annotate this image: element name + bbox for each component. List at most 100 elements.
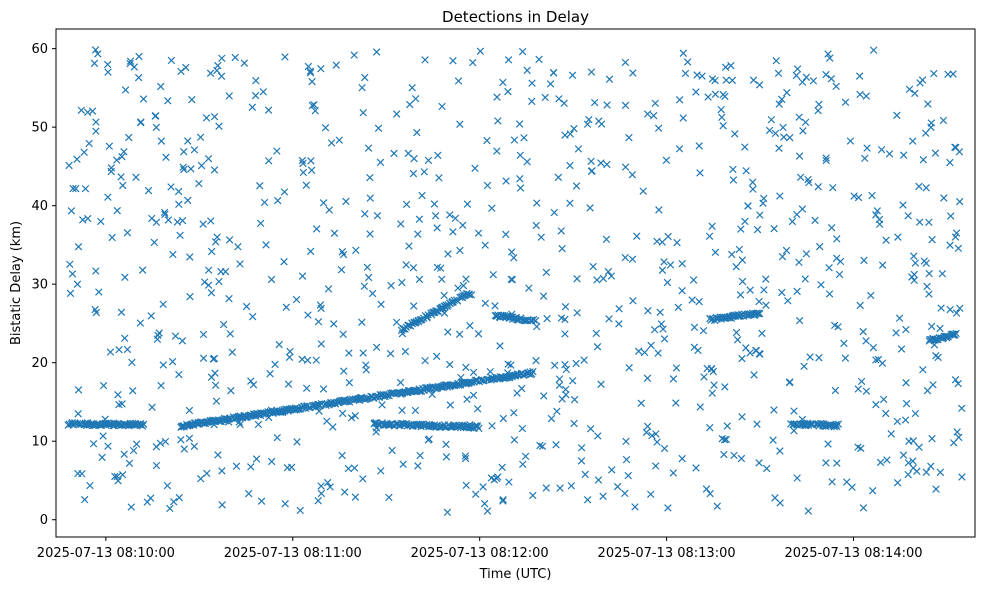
data-point bbox=[659, 325, 667, 333]
data-point bbox=[183, 137, 192, 145]
y-tick-label: 60 bbox=[31, 42, 48, 57]
data-point bbox=[825, 290, 834, 298]
data-point bbox=[406, 100, 414, 109]
data-point bbox=[97, 217, 105, 226]
data-point bbox=[955, 433, 963, 442]
data-point bbox=[729, 176, 738, 184]
data-point bbox=[282, 303, 291, 311]
data-point bbox=[234, 242, 242, 251]
data-point bbox=[347, 414, 356, 422]
data-point bbox=[833, 235, 841, 243]
data-point bbox=[521, 316, 529, 325]
data-point bbox=[390, 149, 398, 158]
data-point bbox=[188, 95, 196, 104]
data-point bbox=[306, 67, 315, 75]
x-axis-label: Time (UTC) bbox=[479, 567, 552, 582]
y-axis: 0 10 20 30 40 50 60 bbox=[31, 42, 56, 528]
data-point bbox=[73, 155, 81, 163]
data-point bbox=[655, 206, 663, 214]
data-point bbox=[167, 183, 175, 191]
data-point bbox=[533, 322, 541, 331]
data-point bbox=[814, 183, 822, 191]
data-point bbox=[436, 264, 445, 272]
data-point bbox=[654, 349, 662, 357]
data-point bbox=[338, 409, 347, 418]
data-point bbox=[211, 238, 220, 246]
data-point bbox=[496, 342, 504, 350]
data-point bbox=[550, 361, 559, 370]
data-point bbox=[649, 111, 658, 120]
data-point bbox=[535, 55, 543, 64]
data-point bbox=[822, 459, 830, 467]
data-point bbox=[573, 309, 581, 317]
data-point bbox=[755, 349, 764, 358]
data-point bbox=[554, 173, 563, 182]
data-point bbox=[756, 211, 764, 219]
data-point bbox=[121, 86, 130, 94]
data-point bbox=[660, 335, 669, 343]
data-point bbox=[771, 129, 780, 138]
data-point bbox=[556, 484, 564, 492]
data-point bbox=[171, 332, 180, 340]
data-point bbox=[388, 446, 396, 455]
data-point bbox=[273, 196, 282, 205]
data-point bbox=[204, 154, 213, 163]
data-point bbox=[572, 359, 580, 368]
data-point bbox=[625, 364, 633, 372]
data-point bbox=[780, 133, 788, 141]
data-point bbox=[186, 253, 194, 261]
data-point bbox=[298, 156, 307, 165]
data-point bbox=[174, 187, 183, 196]
data-point bbox=[218, 467, 226, 475]
data-point bbox=[893, 479, 902, 487]
data-point bbox=[927, 322, 936, 331]
data-point bbox=[802, 73, 811, 81]
data-point bbox=[778, 252, 787, 261]
data-point bbox=[817, 281, 825, 289]
data-point bbox=[466, 321, 474, 330]
data-point bbox=[654, 124, 663, 132]
data-point bbox=[528, 370, 536, 378]
data-point bbox=[175, 200, 183, 209]
data-point bbox=[788, 217, 797, 226]
data-point bbox=[552, 441, 560, 449]
data-point bbox=[683, 58, 692, 66]
data-point bbox=[541, 93, 549, 102]
data-point bbox=[281, 500, 289, 508]
data-point bbox=[928, 235, 936, 244]
data-point bbox=[572, 182, 581, 190]
data-point bbox=[924, 100, 932, 108]
data-point bbox=[104, 68, 112, 76]
data-point bbox=[121, 273, 129, 281]
data-point bbox=[383, 391, 391, 400]
data-point bbox=[299, 159, 307, 168]
data-point bbox=[185, 434, 194, 443]
data-point bbox=[352, 246, 360, 255]
data-point bbox=[529, 367, 537, 376]
data-point bbox=[166, 504, 174, 513]
data-point bbox=[259, 88, 268, 96]
data-point bbox=[831, 386, 840, 395]
data-point bbox=[643, 422, 652, 431]
data-point bbox=[481, 299, 490, 308]
data-point bbox=[462, 481, 470, 490]
data-point bbox=[132, 440, 141, 448]
data-point bbox=[590, 98, 599, 107]
data-point bbox=[204, 281, 213, 289]
y-axis-label: Bistatic Delay (km) bbox=[9, 221, 24, 345]
data-point bbox=[123, 229, 132, 237]
data-point bbox=[731, 130, 739, 138]
data-point bbox=[775, 100, 783, 108]
data-point bbox=[543, 314, 551, 323]
data-point bbox=[894, 233, 902, 241]
data-point bbox=[217, 72, 226, 80]
data-point bbox=[86, 481, 94, 490]
data-point bbox=[157, 82, 165, 91]
data-point bbox=[744, 202, 752, 210]
data-point bbox=[361, 73, 369, 82]
data-point bbox=[574, 145, 583, 153]
data-point bbox=[368, 289, 377, 298]
data-point bbox=[117, 308, 126, 316]
data-point bbox=[280, 258, 288, 266]
data-point bbox=[218, 501, 226, 509]
